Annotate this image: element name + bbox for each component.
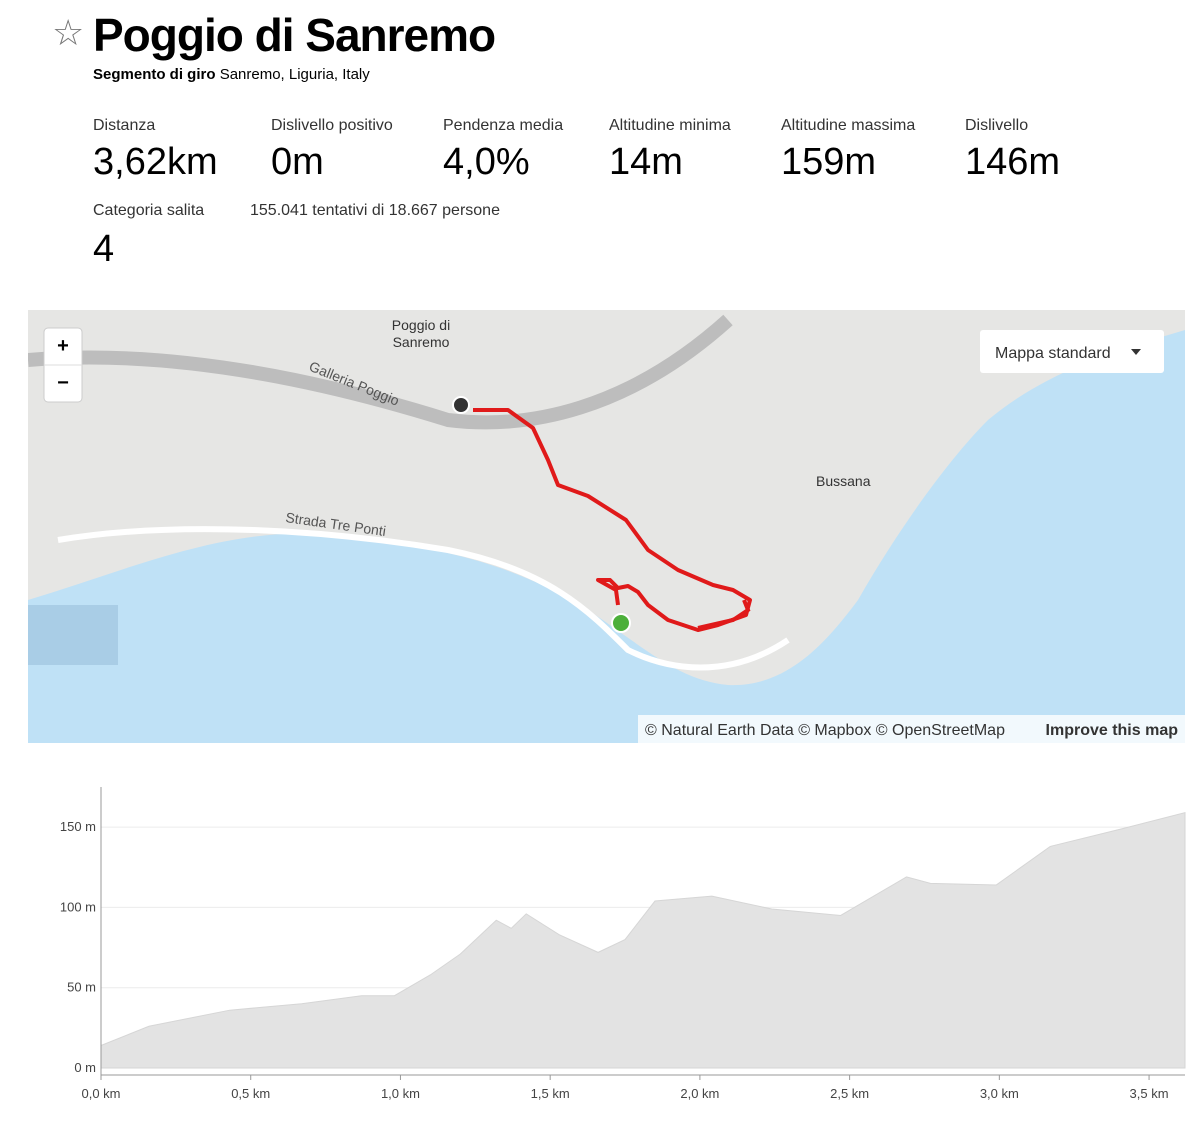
x-tick-label: 1,5 km [531, 1086, 570, 1101]
x-tick-label: 2,5 km [830, 1086, 869, 1101]
star-icon[interactable]: ☆ [52, 12, 85, 53]
elevation-area [100, 812, 1186, 1069]
stat-label: Dislivello positivo [271, 117, 393, 134]
x-tick-label: 0,0 km [81, 1086, 120, 1101]
title: Poggio di Sanremo [93, 9, 496, 61]
subtitle-location: Sanremo, Liguria, Italy [219, 66, 370, 83]
y-tick-label: 50 m [67, 980, 96, 995]
stat-value: 14m [609, 141, 683, 183]
attempts: 155.041 tentativi di 18.667 persone [250, 202, 500, 219]
y-tick-label: 100 m [60, 899, 96, 914]
stat-value: 0m [271, 141, 324, 183]
stat-label: Altitudine massima [781, 117, 916, 134]
map[interactable]: Poggio di Sanremo Galleria Poggio Strada… [28, 310, 1185, 743]
stat-label: Pendenza media [443, 117, 564, 134]
x-tick-label: 2,0 km [680, 1086, 719, 1101]
category-label: Categoria salita [93, 202, 205, 219]
stat-label: Altitudine minima [609, 117, 731, 134]
y-tick-label: 150 m [60, 819, 96, 834]
map-label: Sanremo [393, 334, 450, 350]
zoom-out-button[interactable]: − [57, 372, 69, 394]
category-value: 4 [93, 228, 115, 270]
x-tick-label: 1,0 km [381, 1086, 420, 1101]
map-style-select[interactable]: Mappa standard [995, 345, 1111, 362]
stat-value: 146m [965, 141, 1061, 183]
elevation-chart: 0 m 50 m 100 m 150 m 0,0 km 0,5 km 1,0 km 1,5 k… [60, 787, 1186, 1101]
zoom-in-button[interactable]: + [57, 335, 69, 357]
x-tick-label: 0,5 km [231, 1086, 270, 1101]
x-tick-label: 3,5 km [1130, 1086, 1169, 1101]
map-attribution: © Natural Earth Data © Mapbox © OpenStre… [645, 722, 1005, 739]
stat-value: 3,62km [93, 141, 218, 183]
stat-value: 159m [781, 141, 877, 183]
map-label: Bussana [816, 473, 871, 489]
subtitle-type: Segmento di giro [93, 66, 216, 83]
stat-label: Dislivello [965, 117, 1029, 134]
y-tick-label: 0 m [74, 1060, 96, 1075]
stat-label: Distanza [93, 117, 156, 134]
map-label: Poggio di [392, 317, 450, 333]
subtitle: Segmento di giro Sanremo, Liguria, Italy [93, 66, 370, 83]
x-tick-label: 3,0 km [980, 1086, 1019, 1101]
improve-map-link[interactable]: Improve this map [1046, 722, 1179, 739]
stat-value: 4,0% [443, 141, 530, 183]
